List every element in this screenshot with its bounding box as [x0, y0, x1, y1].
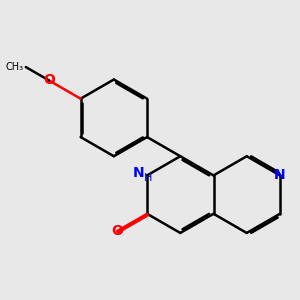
Text: H: H — [144, 173, 152, 184]
Text: N: N — [132, 167, 144, 181]
Text: N: N — [274, 168, 286, 182]
Text: O: O — [111, 224, 123, 238]
Text: O: O — [43, 74, 55, 88]
Text: CH₃: CH₃ — [6, 62, 24, 72]
